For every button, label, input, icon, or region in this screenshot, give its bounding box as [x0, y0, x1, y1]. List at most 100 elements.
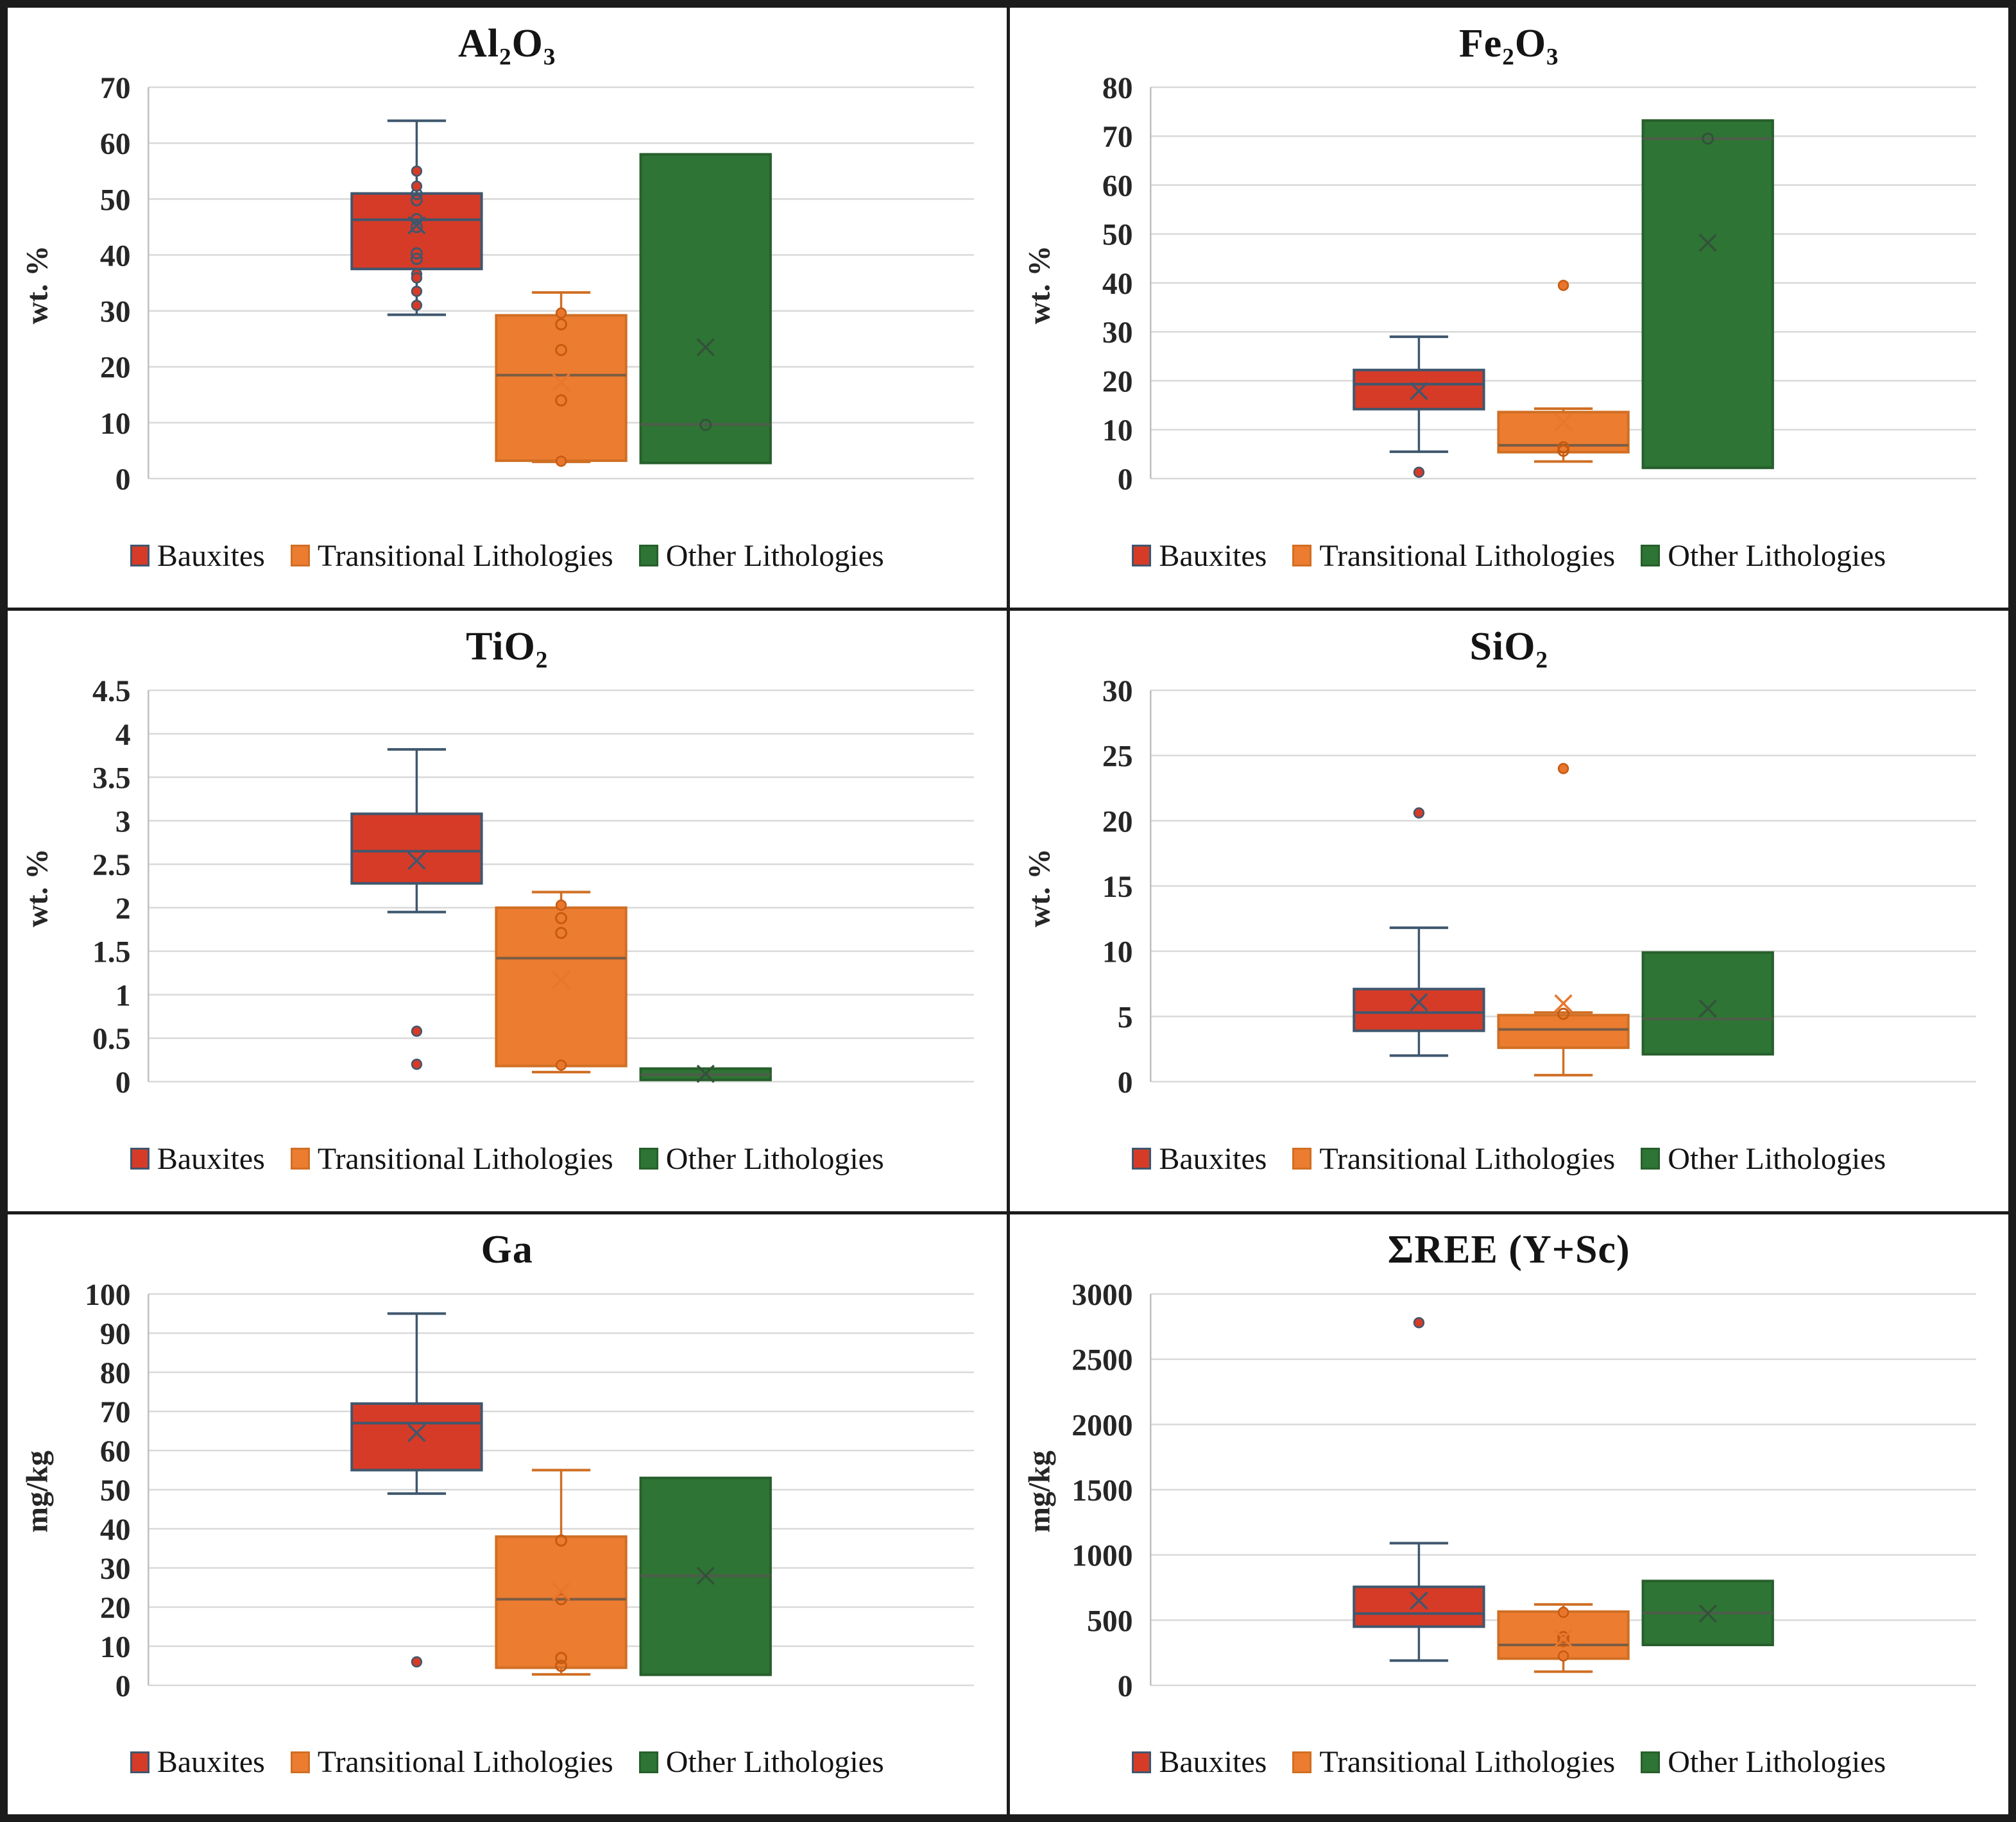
y-tick-label: 0 [1117, 463, 1132, 497]
y-tick-label: 1000 [1072, 1538, 1132, 1572]
iqr-box [495, 907, 628, 1068]
plot-area-al2o3: wt. % 0 10 20 30 40 50 60 70 [12, 73, 1003, 522]
mean-x-marker [1698, 234, 1717, 252]
legend-item-other: Other Lithologies [638, 1744, 884, 1780]
y-tick-label: 4.5 [92, 676, 131, 708]
legend-label: Transitional Lithologies [317, 538, 613, 573]
legend-item-transitional: Transitional Lithologies [290, 1744, 613, 1780]
boxplot-svg-al2o3: 0 10 20 30 40 50 60 70 [100, 73, 974, 497]
legend-item-bauxites: Bauxites [1132, 538, 1267, 574]
mean-x-marker [407, 851, 426, 871]
legend-label: Bauxites [1159, 1141, 1267, 1176]
legend-swatch-other [1641, 545, 1661, 566]
legend-label: Bauxites [1159, 538, 1267, 573]
y-tick-label: 3.5 [92, 762, 131, 796]
y-tick-label: 50 [100, 183, 131, 217]
data-point-open [1557, 441, 1569, 454]
legend-label: Bauxites [157, 1745, 265, 1780]
data-point-filled [1413, 1316, 1424, 1329]
boxplot-svg-ga: 0 10 20 30 40 50 60 70 80 90 100 [85, 1280, 974, 1703]
data-point-open [410, 194, 423, 207]
box-series-1 [1496, 1603, 1630, 1673]
mean-x-marker [552, 1582, 570, 1601]
legend-swatch-transitional [1292, 1751, 1312, 1773]
legend-item-bauxites: Bauxites [130, 1744, 265, 1780]
box-series-0 [1352, 1316, 1485, 1662]
y-axis-label: mg/kg [1022, 1450, 1056, 1533]
legend-item-bauxites: Bauxites [1132, 1141, 1267, 1177]
mean-x-marker [1553, 994, 1573, 1013]
panel-title-tio2: TiO₂ [466, 624, 549, 668]
boxplot-svg-tio2: 0 0.5 1 1.5 2 2.5 3 3.5 4 4.5 [92, 676, 974, 1100]
y-tick-label: 10 [1102, 414, 1132, 448]
data-point-open [555, 318, 567, 330]
mean-x-marker [1553, 1629, 1573, 1647]
data-point-filled [555, 899, 567, 911]
y-tick-label: 0 [115, 1669, 131, 1703]
mean-x-marker [407, 216, 426, 235]
legend-item-bauxites: Bauxites [1132, 1744, 1267, 1780]
data-point-open [555, 1592, 567, 1605]
data-point-filled [1413, 466, 1424, 478]
mean-x-marker [696, 1064, 715, 1084]
iqr-box [639, 153, 772, 464]
y-tick-label: 40 [100, 1512, 131, 1546]
box-series-1 [1496, 280, 1630, 463]
box-series-2 [639, 153, 772, 464]
data-point-open [555, 1659, 567, 1672]
legend-item-transitional: Transitional Lithologies [1292, 1744, 1615, 1780]
y-tick-label: 3000 [1072, 1280, 1132, 1312]
box-series-1 [1496, 763, 1630, 1077]
mean-x-marker [1409, 993, 1428, 1012]
panel-ga: Ga mg/kg 0 10 20 30 40 50 60 70 80 90 100 Bauxites… [8, 1214, 1007, 1814]
plot-area-tio2: wt. % 0 0.5 1 1.5 2 2.5 3 3.5 4 4.5 [12, 676, 1003, 1125]
box-series-1 [495, 291, 628, 467]
legend-item-other: Other Lithologies [1641, 538, 1886, 574]
y-tick-label: 30 [100, 1551, 131, 1585]
legend-swatch-bauxites [130, 1148, 149, 1170]
iqr-box [495, 314, 628, 463]
panel-title-ga: Ga [481, 1228, 533, 1272]
y-tick-label: 70 [1102, 120, 1132, 154]
legend-swatch-other [638, 1148, 658, 1170]
legend-label: Other Lithologies [665, 538, 884, 573]
legend-item-other: Other Lithologies [1641, 1141, 1886, 1177]
boxplot-svg-sio2: 0 5 10 15 20 25 30 [1102, 676, 1976, 1100]
legend-swatch-bauxites [1132, 1148, 1152, 1170]
y-tick-label: 1.5 [92, 935, 131, 969]
box-series-2 [1641, 1579, 1774, 1646]
legend-swatch-transitional [1292, 545, 1312, 566]
iqr-box [1352, 368, 1485, 411]
y-tick-label: 10 [1102, 935, 1132, 969]
data-point-filled [411, 1656, 423, 1667]
box-series-2 [639, 1476, 772, 1676]
panel-title-sio2: SiO₂ [1469, 624, 1549, 668]
data-point-filled [1557, 280, 1569, 291]
box-series-0 [1352, 807, 1485, 1057]
box-series-2 [1641, 119, 1774, 470]
y-tick-label: 50 [1102, 218, 1132, 252]
y-tick-label: 2.5 [92, 848, 131, 882]
box-series-1 [495, 1469, 628, 1676]
box-series-0 [350, 748, 483, 1070]
box-series-0 [1352, 335, 1485, 478]
iqr-box [1641, 951, 1774, 1056]
legend-label: Bauxites [1159, 1745, 1267, 1780]
data-point-filled [411, 285, 423, 297]
y-tick-label: 2500 [1072, 1343, 1132, 1377]
y-tick-label: 0 [1117, 1669, 1132, 1703]
legend-swatch-transitional [290, 1148, 310, 1170]
boxplot-svg-ree: 0 500 1000 1500 2000 2500 3000 [1072, 1280, 1976, 1703]
y-tick-label: 30 [1102, 316, 1132, 350]
data-point-filled [1557, 1606, 1569, 1618]
legend-label: Other Lithologies [1668, 538, 1886, 573]
box-series-1 [495, 890, 628, 1074]
y-tick-label: 2 [115, 892, 131, 926]
mean-x-marker [552, 373, 570, 392]
data-point-filled [411, 272, 423, 284]
box-series-0 [350, 1312, 483, 1667]
plot-area-fe2o3: wt. % 0 10 20 30 40 50 60 70 80 [1014, 73, 2005, 522]
legend-swatch-transitional [290, 1751, 310, 1773]
legend-item-transitional: Transitional Lithologies [290, 538, 613, 574]
legend: Bauxites Transitional Lithologies Other … [1014, 1125, 2005, 1192]
